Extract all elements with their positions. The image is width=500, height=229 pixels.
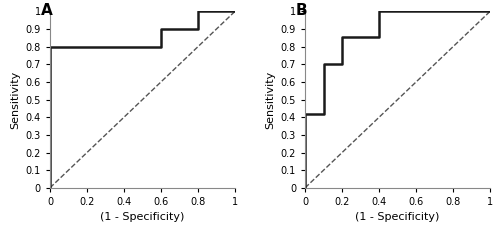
Y-axis label: Sensitivity: Sensitivity xyxy=(10,71,20,129)
X-axis label: (1 - Specificity): (1 - Specificity) xyxy=(356,212,440,222)
Text: A: A xyxy=(41,3,52,18)
X-axis label: (1 - Specificity): (1 - Specificity) xyxy=(100,212,184,222)
Y-axis label: Sensitivity: Sensitivity xyxy=(265,71,275,129)
Text: B: B xyxy=(296,3,308,18)
